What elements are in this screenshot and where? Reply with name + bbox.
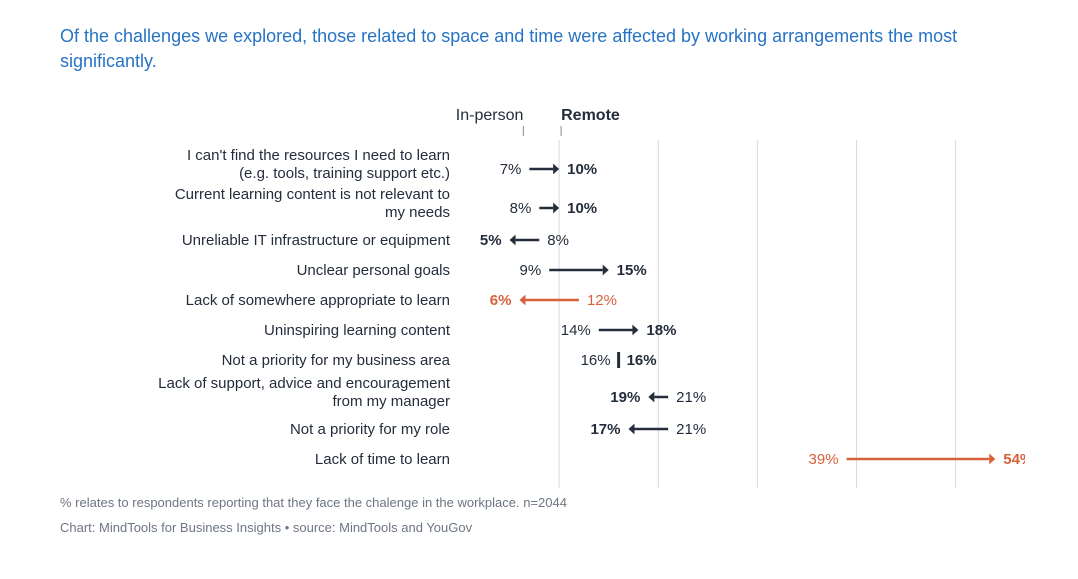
- footnote-line-2: Chart: MindTools for Business Insights •…: [60, 519, 1018, 537]
- svg-text:15%: 15%: [617, 262, 647, 279]
- svg-text:5%: 5%: [480, 232, 502, 249]
- svg-text:8%: 8%: [510, 200, 532, 217]
- svg-text:from my manager: from my manager: [332, 393, 450, 410]
- svg-text:21%: 21%: [676, 421, 706, 438]
- footnote-line-1: % relates to respondents reporting that …: [60, 494, 1018, 512]
- svg-text:Lack of somewhere appropriate: Lack of somewhere appropriate to learn: [186, 292, 450, 309]
- svg-text:19%: 19%: [610, 389, 640, 406]
- svg-text:9%: 9%: [520, 262, 542, 279]
- svg-text:my needs: my needs: [385, 204, 450, 221]
- svg-text:Unclear personal goals: Unclear personal goals: [297, 262, 450, 279]
- svg-text:Lack of support, advice and en: Lack of support, advice and encouragemen…: [158, 375, 451, 392]
- svg-text:18%: 18%: [646, 322, 676, 339]
- svg-text:Not a priority for my role: Not a priority for my role: [290, 421, 450, 438]
- svg-text:10%: 10%: [567, 161, 597, 178]
- svg-text:16%: 16%: [581, 352, 611, 369]
- svg-text:17%: 17%: [590, 421, 620, 438]
- svg-text:Uninspiring learning content: Uninspiring learning content: [264, 322, 451, 339]
- svg-text:7%: 7%: [500, 161, 522, 178]
- svg-text:12%: 12%: [587, 292, 617, 309]
- svg-text:54%: 54%: [1003, 451, 1025, 468]
- svg-text:6%: 6%: [490, 292, 512, 309]
- svg-text:39%: 39%: [809, 451, 839, 468]
- svg-text:Remote: Remote: [561, 107, 620, 124]
- svg-text:I can't find the resources I n: I can't find the resources I need to lea…: [187, 147, 450, 164]
- svg-text:8%: 8%: [547, 232, 569, 249]
- svg-text:21%: 21%: [676, 389, 706, 406]
- svg-text:(e.g. tools, training support: (e.g. tools, training support etc.): [239, 165, 450, 182]
- svg-text:16%: 16%: [627, 352, 657, 369]
- svg-text:In-person: In-person: [456, 107, 524, 124]
- svg-text:Lack of time to learn: Lack of time to learn: [315, 451, 450, 468]
- svg-text:Unreliable IT infrastructure o: Unreliable IT infrastructure or equipmen…: [182, 232, 451, 249]
- arrow-chart: 10%20%30%40%50%In-personRemoteI can't fi…: [60, 102, 1018, 488]
- svg-text:10%: 10%: [567, 200, 597, 217]
- chart-title: Of the challenges we explored, those rel…: [60, 24, 1018, 74]
- svg-text:14%: 14%: [561, 322, 591, 339]
- svg-text:Current learning content is no: Current learning content is not relevant…: [175, 186, 450, 203]
- svg-text:Not a priority for my business: Not a priority for my business area: [222, 352, 451, 369]
